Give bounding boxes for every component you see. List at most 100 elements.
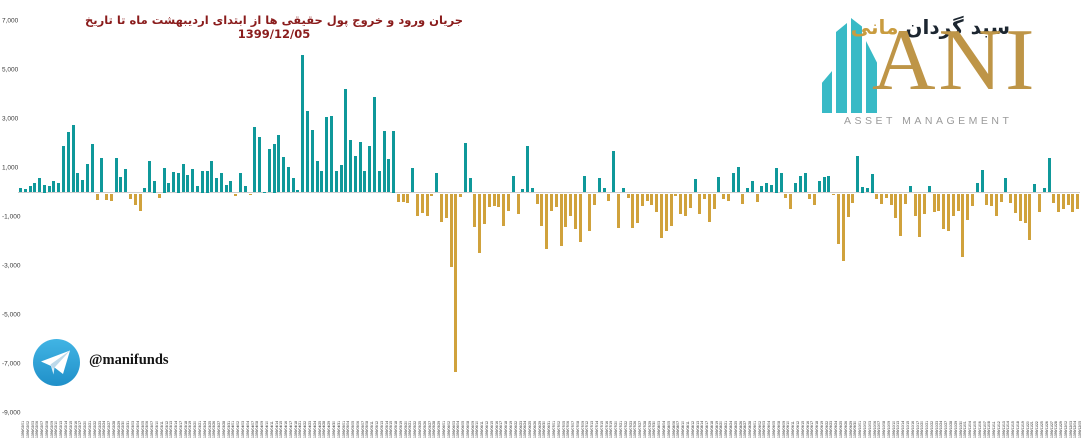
bar: [712, 193, 716, 210]
bar: [47, 185, 51, 193]
x-tick-label: 1399/05/25: [418, 421, 423, 438]
x-tick-label: 1399/03/10: [154, 421, 159, 438]
x-tick-label: 1399/04/31: [336, 421, 341, 438]
bar: [353, 156, 357, 193]
x-tick-label: 1399/10/28: [949, 421, 954, 438]
bar: [975, 183, 979, 193]
bar: [358, 142, 362, 193]
y-tick-label: -1,000: [2, 213, 21, 221]
x-tick-label: 1399/09/01: [752, 421, 757, 438]
bar: [750, 181, 754, 193]
bar: [416, 193, 420, 217]
bar: [798, 175, 802, 193]
x-tick-label: 1399/05/12: [375, 421, 379, 438]
bar: [607, 193, 611, 201]
bar: [679, 193, 683, 215]
bar: [664, 193, 668, 231]
telegram-badge: @manifunds: [33, 339, 213, 389]
bar: [210, 161, 214, 193]
bar: [66, 131, 70, 193]
y-tick-label: -7,000: [2, 360, 21, 368]
bar: [535, 193, 539, 205]
bar: [42, 184, 46, 193]
bar: [999, 193, 1003, 203]
bar: [368, 145, 372, 193]
bar: [736, 166, 740, 193]
bar: [502, 193, 506, 226]
bar: [95, 193, 99, 200]
y-axis: 7,000 5,000 3,000 1,000 -1,000 -3,000 -5,000 -7…: [0, 18, 21, 417]
bar: [196, 186, 199, 193]
x-tick-label: 1399/08/25: [733, 421, 738, 438]
bar: [306, 111, 310, 193]
bar: [411, 167, 415, 193]
bar: [980, 170, 984, 193]
x-tick-label: 1399/06/26: [532, 421, 537, 438]
x-axis: 1399/02/01 1399/02/02 1399/02/03 1399/02/06…: [18, 411, 1082, 441]
bar: [640, 193, 644, 206]
bar: [262, 191, 266, 193]
bar: [1047, 157, 1051, 193]
logo-building-bar-icon: [866, 41, 877, 113]
bar: [444, 193, 448, 219]
x-tick-label: 1399/07/02: [556, 421, 561, 438]
bar: [803, 173, 807, 193]
bar: [616, 193, 620, 229]
bar: [889, 193, 893, 205]
bar: [899, 193, 903, 236]
bar: [1018, 193, 1022, 221]
bar: [703, 193, 707, 200]
x-tick-label: 1399/02/01: [21, 421, 25, 438]
bar: [435, 173, 439, 193]
bar: [1009, 193, 1013, 203]
bar: [884, 193, 888, 198]
bar: [143, 188, 147, 193]
bar: [741, 193, 745, 205]
bar: [588, 193, 592, 231]
bar: [698, 193, 702, 215]
x-tick-label: 1399/02/27: [107, 421, 112, 438]
bar: [540, 193, 544, 226]
x-tick-label: 1399/07/22: [623, 421, 628, 438]
bar: [1023, 193, 1027, 223]
x-tick-label: 1399/10/22: [929, 421, 934, 438]
x-tick-label: 1399/09/05: [772, 421, 777, 438]
logo-subtitle: ASSET MANAGEMENT: [844, 115, 1013, 127]
x-tick-label: 1399/11/19: [1020, 421, 1025, 438]
bar: [401, 193, 405, 203]
bar: [219, 172, 223, 193]
bar: [942, 193, 946, 230]
bar: [459, 193, 463, 197]
x-tick-label: 1399/04/30: [331, 421, 336, 438]
x-tick-label: 1399/02/15: [68, 421, 73, 438]
bar: [90, 143, 94, 193]
bar: [817, 181, 821, 193]
bar: [593, 193, 597, 205]
bar: [880, 193, 884, 205]
x-tick-label: 1399/05/13: [379, 421, 384, 438]
x-tick-label: 1399/05/19: [398, 421, 403, 438]
bar: [837, 193, 841, 244]
bar: [583, 175, 587, 193]
bar: [114, 157, 118, 193]
x-tick-label: 1399/04/03: [241, 421, 246, 438]
bar: [813, 193, 817, 205]
x-tick-label: 1399/04/17: [288, 421, 293, 438]
bar: [267, 148, 271, 193]
x-tick-label: 1399/04/24: [312, 421, 317, 438]
bar: [674, 193, 678, 196]
telegram-icon: [33, 339, 80, 386]
x-tick-label: 1399/10/03: [867, 421, 872, 438]
bar: [162, 168, 166, 193]
x-tick-label: 1399/04/11: [269, 421, 274, 438]
logo-persian-prefix: سبد گردان: [905, 15, 1010, 39]
x-tick-label: 1399/12/02: [1063, 421, 1068, 438]
x-tick-label: 1399/03/04: [135, 421, 140, 438]
bar: [463, 142, 467, 193]
bar: [990, 193, 994, 207]
bar: [425, 193, 429, 217]
bar: [707, 193, 711, 222]
bar: [913, 193, 917, 216]
bar: [841, 193, 845, 261]
